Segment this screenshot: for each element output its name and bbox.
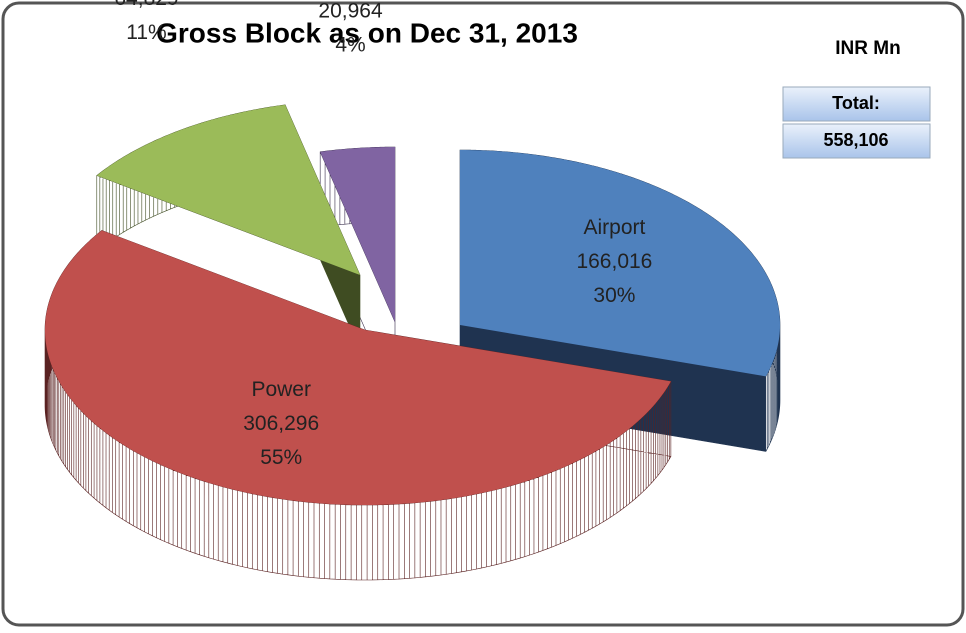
- slice: [460, 150, 780, 377]
- unit-label: INR Mn: [835, 38, 900, 59]
- slice: [45, 230, 671, 505]
- slice: [320, 147, 395, 322]
- chart-title: Gross Block as on Dec 31, 2013: [156, 17, 578, 48]
- value-label: 20,964: [318, 0, 383, 22]
- total-value: 558,106: [823, 130, 888, 150]
- category-label: Airport: [583, 216, 645, 239]
- slice: [96, 104, 360, 275]
- total-value-box: [782, 123, 931, 159]
- percent-label: 30%: [593, 284, 635, 307]
- percent-label: 11%: [126, 21, 166, 44]
- total-label-box: [782, 86, 931, 122]
- percent-label: 55%: [260, 446, 302, 469]
- value-label: 64,829: [114, 0, 178, 10]
- value-label: 166,016: [576, 250, 652, 273]
- value-label: 306,296: [243, 412, 319, 435]
- percent-label: 4%: [335, 33, 365, 56]
- pie: Airport166,01630%Power306,29655%Roads64,…: [44, 0, 781, 581]
- category-label: Power: [251, 378, 311, 401]
- total-label: Total:: [832, 93, 880, 113]
